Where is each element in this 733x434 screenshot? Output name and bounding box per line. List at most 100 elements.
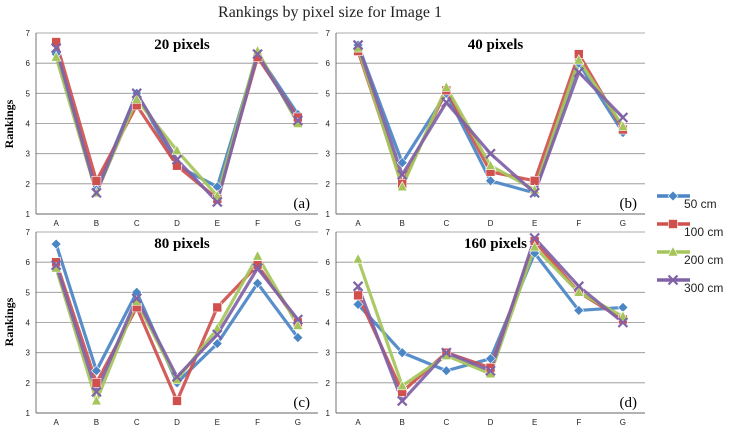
data-point-marker <box>171 371 183 383</box>
legend-marker <box>667 190 679 202</box>
x-tick-label: G <box>295 418 301 427</box>
x-tick-label: A <box>53 418 59 427</box>
x-tick-label: F <box>576 219 581 228</box>
data-point-marker <box>212 196 223 208</box>
data-point-marker <box>573 305 585 316</box>
legend-label: 50 cm <box>684 197 717 211</box>
y-tick-label: 1 <box>26 409 31 418</box>
data-point-marker <box>131 88 142 99</box>
data-point-marker <box>252 48 263 60</box>
data-point-marker <box>90 394 102 406</box>
y-tick-label: 3 <box>26 150 31 159</box>
data-point-marker <box>292 319 304 330</box>
data-point-marker <box>352 253 364 264</box>
y-tick-label: 4 <box>26 319 31 328</box>
data-point-marker <box>252 262 263 274</box>
y-tick-label: 7 <box>26 228 31 237</box>
y-tick-label: 3 <box>26 349 31 358</box>
data-point-marker <box>131 93 143 104</box>
x-tick-label: C <box>443 418 449 427</box>
panel-label: (a) <box>293 196 310 212</box>
y-tick-label: 2 <box>26 379 31 388</box>
data-point-marker <box>50 259 62 271</box>
y-tick-label: 6 <box>326 59 331 68</box>
y-tick-label: 6 <box>326 258 331 267</box>
y-axis-label-top: Rankings <box>2 99 16 148</box>
panel-label: (c) <box>293 395 310 411</box>
data-point-marker <box>617 317 629 328</box>
x-tick-label: E <box>215 219 220 228</box>
data-point-marker <box>211 322 223 333</box>
data-point-marker <box>396 379 408 391</box>
x-tick-label: A <box>53 219 59 228</box>
data-point-marker <box>573 54 585 65</box>
data-point-marker <box>252 249 264 261</box>
data-point-marker <box>50 50 62 62</box>
panel-label: (b) <box>620 196 638 212</box>
legend-marker <box>668 219 678 229</box>
x-tick-label: C <box>134 418 140 427</box>
data-point-marker <box>396 157 408 169</box>
panel-1: 1 2 3 4 5 6 7 A B C D E F G 20 pixels (a) <box>26 29 318 228</box>
data-point-marker <box>91 187 102 199</box>
x-tick-label: E <box>532 418 537 427</box>
data-point-marker <box>529 187 540 199</box>
chart-legend: 50 cm 100 cm 200 cm 300 cm <box>657 190 723 295</box>
data-point-marker <box>91 378 102 388</box>
y-tick-label: 7 <box>326 29 331 38</box>
data-point-marker <box>485 365 496 377</box>
data-point-marker <box>396 169 408 181</box>
y-tick-label: 1 <box>326 210 331 219</box>
x-tick-label: D <box>174 219 180 228</box>
y-tick-label: 2 <box>326 379 331 388</box>
y-tick-label: 5 <box>26 288 31 297</box>
data-point-marker <box>352 298 364 310</box>
data-point-marker <box>131 293 142 304</box>
data-point-marker <box>171 144 183 155</box>
data-point-marker <box>440 81 452 92</box>
data-point-marker <box>573 66 585 78</box>
data-point-marker <box>292 115 304 126</box>
y-tick-label: 4 <box>326 319 331 328</box>
y-tick-label: 3 <box>326 349 331 358</box>
y-tick-label: 6 <box>26 258 31 267</box>
x-tick-label: B <box>400 418 405 427</box>
figure-title: Rankings by pixel size for Image 1 <box>218 4 442 21</box>
x-tick-label: A <box>355 418 361 427</box>
data-point-marker <box>529 240 541 252</box>
x-tick-label: E <box>215 418 220 427</box>
y-tick-label: 2 <box>326 180 331 189</box>
data-point-marker <box>91 386 102 398</box>
data-point-marker <box>396 347 408 359</box>
y-tick-label: 7 <box>26 29 31 38</box>
panel-title: 80 pixels <box>154 236 210 252</box>
y-tick-label: 4 <box>326 120 331 129</box>
x-tick-label: B <box>400 219 405 228</box>
panel-3: 1 2 3 4 5 6 7 A B C D E F G 80 pixels (c) <box>26 228 318 427</box>
legend-marker <box>667 245 679 257</box>
legend-label: 100 cm <box>684 225 723 239</box>
data-point-marker <box>292 314 304 325</box>
x-tick-label: A <box>355 219 361 228</box>
y-tick-label: 5 <box>326 89 331 98</box>
x-tick-label: C <box>134 219 140 228</box>
data-point-marker <box>50 238 62 250</box>
x-tick-label: F <box>255 219 260 228</box>
panel-label: (d) <box>620 395 638 411</box>
y-tick-label: 7 <box>326 228 331 237</box>
data-point-marker <box>617 120 629 131</box>
y-tick-label: 5 <box>26 89 31 98</box>
data-point-marker <box>573 281 585 292</box>
data-point-marker <box>485 148 496 159</box>
y-tick-label: 1 <box>26 210 31 219</box>
data-point-marker <box>617 112 629 123</box>
data-point-marker <box>212 302 223 313</box>
x-tick-label: F <box>576 418 581 427</box>
y-tick-label: 2 <box>26 180 31 189</box>
x-tick-label: D <box>174 418 180 427</box>
y-tick-label: 1 <box>326 409 331 418</box>
legend-marker <box>667 274 679 286</box>
data-point-marker <box>211 338 223 350</box>
panel-title: 40 pixels <box>468 37 524 53</box>
